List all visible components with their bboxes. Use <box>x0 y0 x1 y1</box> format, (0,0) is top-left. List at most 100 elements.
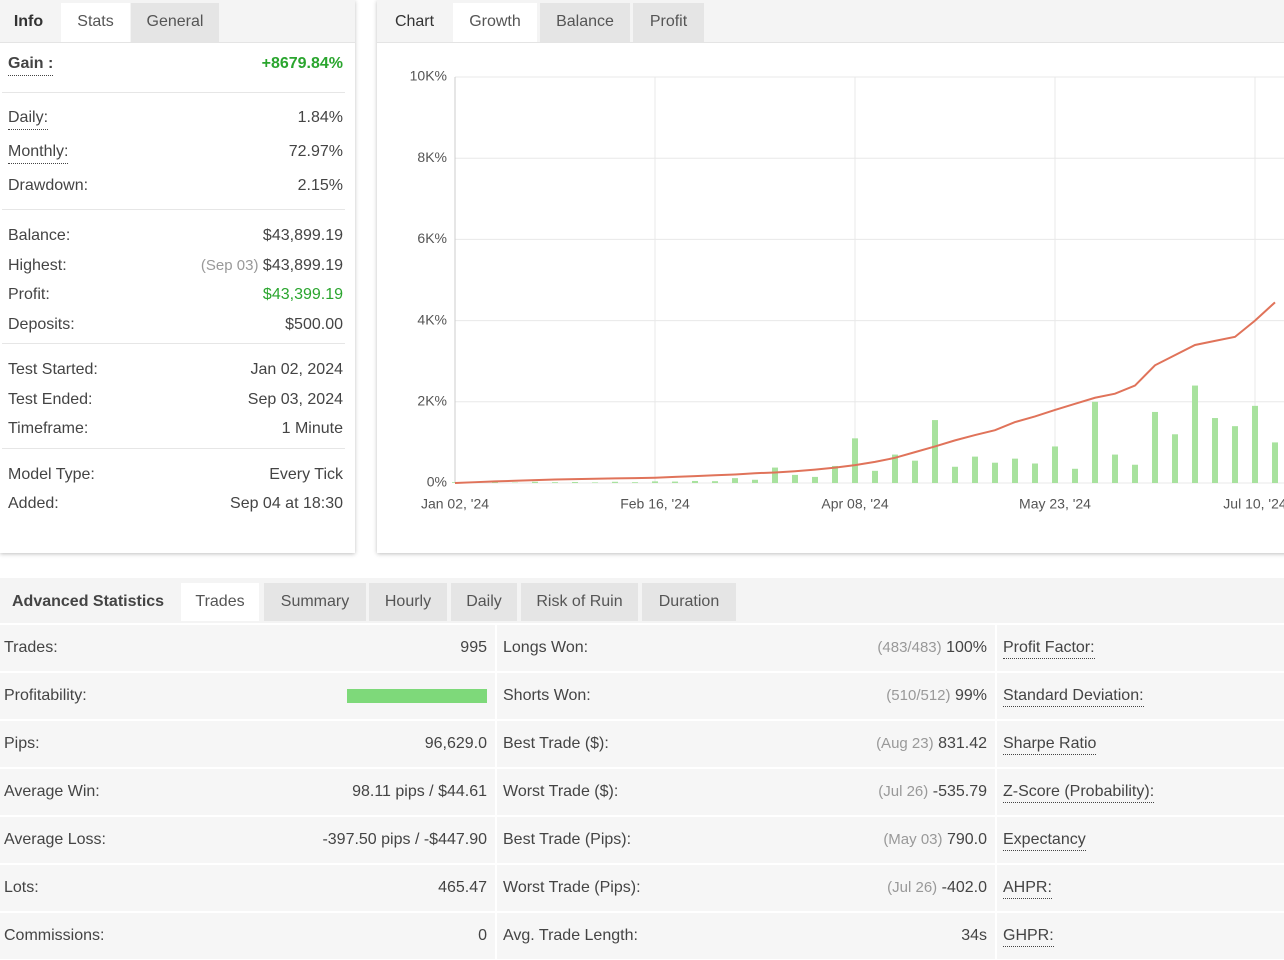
stat-row: Timeframe: 1 Minute <box>8 418 343 440</box>
bar <box>992 462 998 483</box>
bar <box>1032 463 1038 483</box>
tab[interactable]: Stats <box>61 3 130 42</box>
value-wrap: (Jul 26) -535.79 <box>878 769 987 815</box>
label: Sharpe Ratio <box>1003 734 1097 755</box>
label: Gain : <box>8 53 54 76</box>
tab[interactable]: Hourly <box>369 583 447 621</box>
value-wrap: Every Tick <box>269 464 343 486</box>
tab[interactable]: General <box>131 3 219 42</box>
value: 465.47 <box>438 879 487 896</box>
tab[interactable]: Risk of Ruin <box>521 583 638 621</box>
y-tick-label: 4K% <box>417 311 447 327</box>
tab[interactable]: Daily <box>451 583 517 621</box>
value: $500.00 <box>285 315 343 333</box>
label: Balance: <box>8 227 71 244</box>
info-panel: Info Stats General Gain : +8679.84% Daily: 1.8… <box>0 0 355 553</box>
y-tick-label: 0% <box>427 474 447 490</box>
bar <box>1212 418 1218 483</box>
note: (May 03) <box>883 831 943 848</box>
y-tick-label: 2K% <box>417 393 447 409</box>
value-wrap: 72.97% <box>289 141 343 163</box>
label: Timeframe: <box>8 420 89 437</box>
bar <box>1232 426 1238 483</box>
cell: Avg. Trade Length: 34s <box>497 913 995 959</box>
note: (Jul 26) <box>878 783 929 800</box>
value-wrap: 2.15% <box>298 175 343 197</box>
x-tick-label: May 23, '24 <box>1019 496 1091 512</box>
tab[interactable]: Duration <box>642 583 736 621</box>
value: 100% <box>946 639 987 656</box>
value: 99% <box>954 687 987 704</box>
stat-row: Profit: $43,399.19 <box>8 284 343 306</box>
bar <box>1072 468 1078 483</box>
section-title: Advanced Statistics <box>12 593 165 610</box>
value: -535.79 <box>932 783 987 800</box>
bar <box>1192 385 1198 483</box>
label: Worst Trade (Pips): <box>503 879 641 896</box>
value-wrap: $43,399.19 <box>263 284 343 306</box>
bar <box>652 481 658 483</box>
value: Sep 03, 2024 <box>247 390 343 408</box>
bar <box>832 465 838 483</box>
tab[interactable]: Summary <box>264 583 366 621</box>
y-tick-label: 10K% <box>410 68 447 84</box>
label: Z-Score (Probability): <box>1003 782 1155 803</box>
bar <box>552 482 558 483</box>
label: Monthly: <box>8 141 69 164</box>
label: Average Win: <box>4 783 100 800</box>
value: $43,899.19 <box>262 256 343 274</box>
cell: Worst Trade (Pips): (Jul 26) -402.0 <box>497 865 995 911</box>
value: 1 Minute <box>281 420 343 437</box>
bar <box>752 479 758 483</box>
chart-panel: Chart Growth Balance Profit 0% 2K% 4K% 6K% 8K% 1… <box>377 0 1284 553</box>
y-tick-label: 8K% <box>417 149 447 165</box>
x-tick-label: Feb 16, '24 <box>620 496 690 512</box>
value: 98.11 pips / $44.61 <box>352 783 487 800</box>
bar <box>1012 458 1018 483</box>
stats-table: Trades: 995 Longs Won: (483/483) 100% Profit… <box>0 623 1284 960</box>
bar <box>1272 442 1278 483</box>
label: Average Loss: <box>4 831 106 848</box>
separator <box>2 209 345 210</box>
tab[interactable]: Info <box>13 13 44 30</box>
cell: Average Win: 98.11 pips / $44.61 <box>0 769 495 815</box>
tab[interactable]: Trades <box>181 583 259 621</box>
label: Profit: <box>8 286 50 303</box>
label: Best Trade ($): <box>503 735 609 752</box>
cell: Standard Deviation: <box>997 673 1284 719</box>
tab[interactable]: Balance <box>540 3 630 42</box>
stat-row: Balance: $43,899.19 <box>8 225 343 247</box>
cell: Sharpe Ratio <box>997 721 1284 767</box>
note: (Sep 03) <box>200 256 259 274</box>
cell: Profit Factor: <box>997 625 1284 671</box>
cell: Shorts Won: (510/512) 99% <box>497 673 995 719</box>
label: Standard Deviation: <box>1003 686 1144 707</box>
value-wrap: Sep 04 at 18:30 <box>230 493 343 515</box>
value: 96,629.0 <box>424 735 487 752</box>
value-wrap: Jan 02, 2024 <box>250 359 343 381</box>
bar <box>812 476 818 483</box>
bar <box>1112 454 1118 483</box>
label: Profitability: <box>4 687 87 704</box>
tab[interactable]: Chart <box>394 13 435 30</box>
label: Best Trade (Pips): <box>503 831 632 848</box>
label: AHPR: <box>1003 878 1052 899</box>
tab[interactable]: Growth <box>453 3 537 42</box>
label: Worst Trade ($): <box>503 783 619 800</box>
value-wrap: $500.00 <box>285 314 343 336</box>
stat-row: Deposits: $500.00 <box>8 314 343 336</box>
value-wrap: 1 Minute <box>282 418 343 440</box>
bar <box>952 466 958 483</box>
cell: GHPR: <box>997 913 1284 959</box>
tab-bar: Info Stats General <box>0 0 355 43</box>
bar <box>1132 464 1138 483</box>
tab[interactable]: Profit <box>633 3 704 42</box>
value-wrap: 34s <box>961 913 987 959</box>
bar <box>972 456 978 483</box>
bar <box>852 438 858 483</box>
bar <box>892 454 898 483</box>
label: Deposits: <box>8 315 75 333</box>
stat-row: Test Started: Jan 02, 2024 <box>8 359 343 381</box>
label: Profit Factor: <box>1003 638 1095 659</box>
